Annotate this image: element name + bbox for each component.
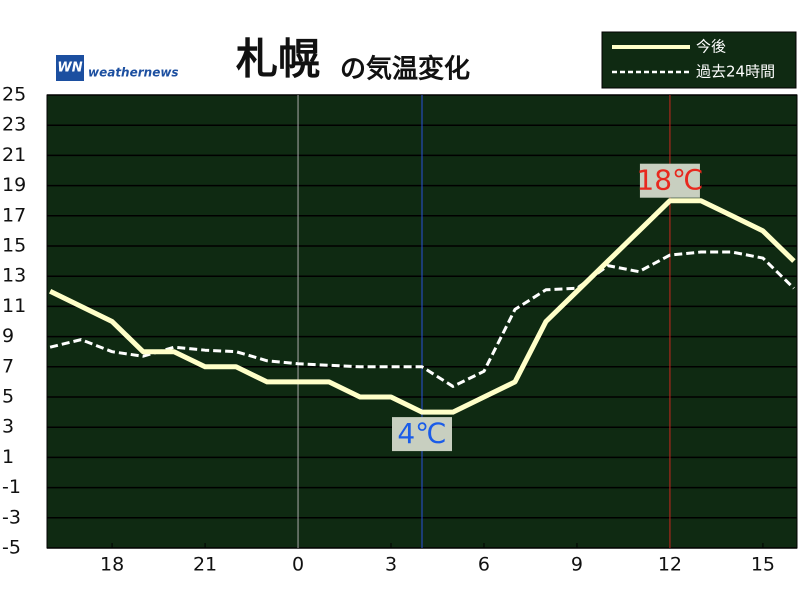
series-line — [49, 198, 796, 415]
x-tick-label: 15 — [751, 554, 775, 576]
y-tick-label: 3 — [2, 416, 14, 438]
logo: WN weathernews — [56, 55, 179, 81]
annotation-box — [639, 163, 700, 198]
y-tick-label: 5 — [2, 386, 14, 408]
x-tick-label: 9 — [571, 554, 583, 576]
annotation-box — [392, 417, 452, 452]
y-tick-label: 1 — [2, 446, 14, 468]
y-tick-label: -5 — [2, 537, 21, 559]
legend-label: 今後 — [696, 38, 726, 56]
annotation-label: 18℃ — [636, 164, 703, 197]
y-tick-label: 21 — [2, 144, 26, 166]
chart-title: の気温変化 — [340, 54, 470, 85]
legend-box — [601, 31, 797, 89]
logo-box — [56, 55, 84, 81]
y-tick-label: 9 — [2, 325, 14, 347]
annotation-label: 4℃ — [397, 417, 446, 450]
x-tick-label: 3 — [385, 554, 397, 576]
annotation: 18℃ — [636, 163, 703, 198]
brand: weathernews — [88, 66, 179, 80]
y-tick-label: 7 — [2, 355, 14, 377]
legend-label: 過去24時間 — [696, 63, 775, 81]
x-tick-label: 21 — [193, 554, 217, 576]
x-tick-label: 6 — [478, 554, 490, 576]
y-tick-label: 23 — [2, 114, 26, 136]
y-tick-label: 13 — [2, 265, 26, 287]
annotation: 4℃ — [392, 417, 452, 452]
x-tick-label: 18 — [100, 554, 124, 576]
x-tick-label: 0 — [292, 554, 304, 576]
title-city: 札幌 — [236, 35, 320, 84]
y-tick-label: 25 — [2, 84, 26, 106]
y-tick-label: 11 — [2, 295, 26, 317]
y-tick-label: 17 — [2, 204, 26, 226]
series-line — [49, 250, 795, 388]
y-tick-label: 15 — [2, 235, 26, 257]
y-tick-label: -1 — [2, 476, 21, 498]
y-tick-label: 19 — [2, 174, 26, 196]
y-tick-label: -3 — [2, 506, 21, 528]
logo-mark: WN — [57, 61, 82, 76]
x-tick-label: 12 — [658, 554, 682, 576]
